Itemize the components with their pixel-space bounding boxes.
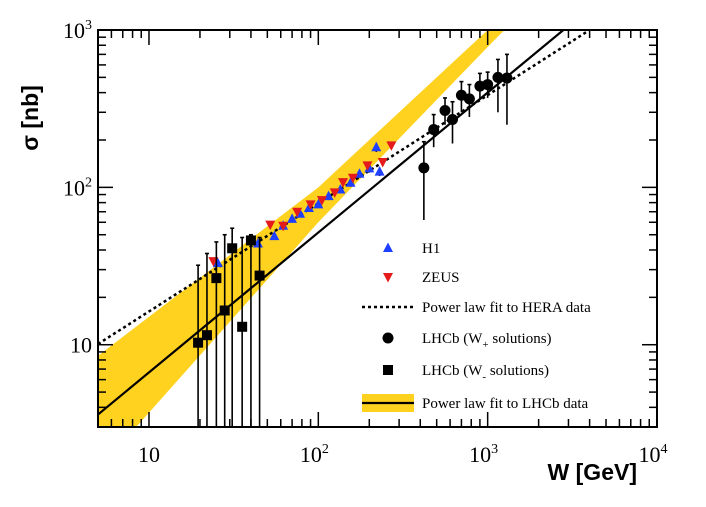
lhcb-w-solutions-point (439, 104, 451, 116)
lhcb-w-solutions-point (428, 124, 440, 136)
legend-label-subscript: + (482, 339, 488, 351)
y-tick-label: 102 (63, 175, 92, 200)
zeus-point (347, 173, 358, 184)
zeus-point (316, 196, 327, 206)
h1-point (345, 177, 356, 187)
lhcb-w-solutions-point (482, 79, 494, 91)
lhcb-w-solutions-point (211, 273, 222, 284)
plot-frame (97, 29, 658, 428)
y-tick-label-exponent: 2 (85, 175, 92, 190)
zeus-point (362, 161, 373, 171)
legend-label: ZEUS (422, 270, 460, 286)
y-tick-label: 10 (70, 333, 92, 358)
zeus-point (305, 200, 316, 210)
h1-point (303, 202, 314, 212)
y-tick-label-exponent: 3 (85, 18, 92, 33)
legend: H1 ZEUS Power law fit to HERA data LHCb (W+… (362, 241, 591, 412)
x-axis-title: W [GeV] (548, 459, 637, 485)
lhcb-w-solutions-point (492, 71, 504, 83)
h1-point (364, 162, 375, 173)
legend-label: LHCb (W+ solutions) (422, 331, 552, 351)
h1-point (287, 213, 298, 223)
lhcb-w-solutions-point (245, 235, 256, 246)
lhcb-w-solutions-point (254, 270, 265, 281)
lhcb-w-solutions-point (463, 93, 475, 105)
zeus-point (292, 207, 303, 218)
h1-point (269, 230, 280, 241)
lhcb-w-solutions-point (227, 243, 238, 254)
lhcb-fit-band (98, 30, 505, 427)
h1-point (371, 141, 382, 152)
legend-triangle-down-symbol (383, 273, 393, 283)
h1-point (212, 257, 223, 268)
lhcb-w-solutions-point (447, 113, 459, 125)
lhcb-w-solutions-point (418, 162, 430, 174)
lhcb-w-solutions-point (193, 337, 204, 348)
legend-label-rest: solutions) (489, 331, 552, 347)
x-tick-label: 104 (639, 442, 668, 467)
legend-label-rest: solutions) (486, 363, 549, 379)
x-tick-label-exponent: 2 (322, 442, 329, 457)
zeus-point (386, 141, 397, 151)
lhcb-fit-line (98, 30, 565, 416)
lhcb-w-solutions-point (501, 72, 513, 84)
y-axis-title: σ [nb] (17, 85, 43, 151)
h1-point (323, 190, 334, 201)
x-tick-label: 103 (469, 442, 498, 467)
h1-point (374, 166, 385, 176)
zeus-point (329, 188, 340, 198)
x-tick-label: 10 (138, 442, 160, 467)
zeus-point (338, 178, 349, 188)
legend-circle-symbol (382, 332, 394, 344)
lhcb-w-solutions-point (201, 330, 212, 341)
zeus-point (265, 220, 276, 231)
legend-triangle-up-symbol (383, 242, 393, 252)
h1-point (313, 198, 324, 209)
y-tick-label: 103 (63, 18, 92, 43)
lhcb-w-solutions-point (237, 321, 248, 332)
x-tick-label-exponent: 4 (661, 442, 668, 457)
legend-label: Power law fit to HERA data (422, 300, 591, 316)
zeus-point (278, 221, 289, 232)
lhcb-w-solutions-point (219, 305, 230, 316)
legend-label: Power law fit to LHCb data (422, 396, 589, 412)
legend-label-subscript: - (482, 371, 486, 383)
zeus-point (377, 157, 388, 168)
legend-label: H1 (422, 241, 440, 257)
x-tick-label: 102 (300, 442, 329, 467)
legend-square-symbol (383, 365, 393, 375)
x-tick-label-exponent: 3 (491, 442, 498, 457)
legend-label: LHCb (W- solutions) (422, 363, 549, 383)
